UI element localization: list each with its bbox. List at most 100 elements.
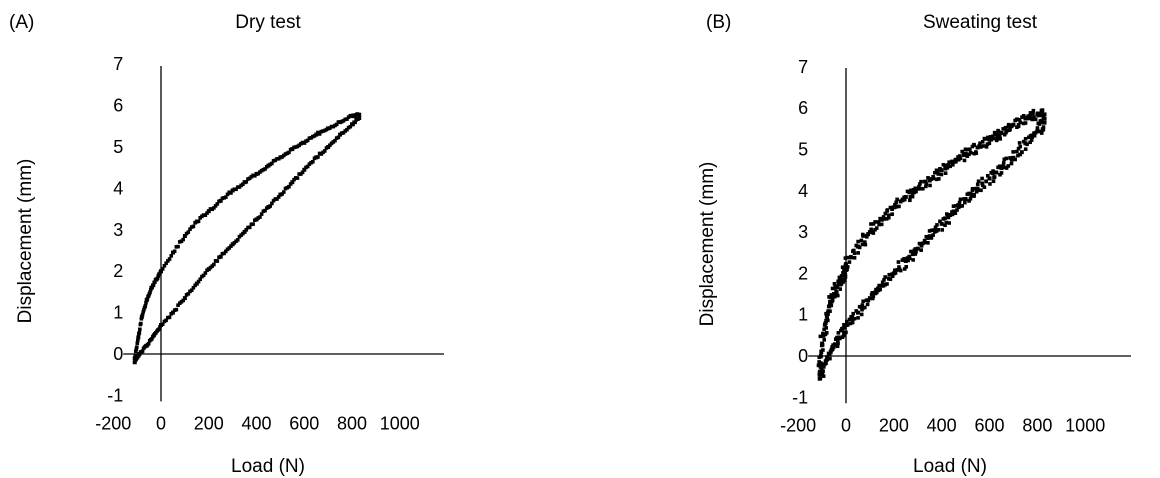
panel-b-y-tick-label: 0 [798,346,808,366]
data-point [288,182,293,186]
data-point [897,267,902,271]
data-point [954,204,958,208]
data-point [932,228,937,232]
data-point [980,140,985,144]
data-point [1041,127,1046,132]
data-point [188,289,192,294]
panel-a-title: Dry test [235,12,301,33]
panel-b-y-tick-label: 1 [798,305,808,325]
data-point [138,327,142,332]
data-point [946,214,950,218]
data-point [956,203,960,207]
data-point [873,291,878,296]
data-point [139,314,144,319]
data-point [897,204,901,209]
data-point [937,177,941,181]
data-point [906,258,910,263]
data-point [206,209,211,214]
data-point [946,163,951,167]
data-point [923,240,927,245]
data-point [213,259,218,263]
data-point [913,252,918,256]
data-point [908,198,912,203]
data-point [903,259,908,264]
data-point [882,217,886,221]
data-point [835,293,840,298]
data-point [885,208,890,212]
data-point [264,206,269,210]
data-point [271,198,276,203]
data-point [857,304,862,309]
data-point [1039,131,1044,135]
data-point [941,162,946,167]
panel-b-y-tick-label: 5 [798,140,808,160]
data-point [1031,108,1036,113]
data-point [845,265,850,269]
panel-b-y-tick-label: 6 [798,98,808,118]
data-point [1016,123,1021,127]
data-point [821,331,825,336]
data-point [184,293,189,297]
panel-b-x-tick-label: -200 [780,415,816,435]
data-point [883,211,888,216]
data-point [965,147,970,152]
data-point [1015,149,1019,154]
data-point [972,194,976,198]
data-point [134,347,139,351]
data-point [869,222,873,226]
data-point [859,238,864,243]
data-point [1015,117,1019,122]
panel-a: (A) Dry test Load (N) Displacement (mm) … [9,12,444,477]
data-point [879,283,884,288]
data-point [832,281,837,286]
data-point [224,195,228,199]
data-point [969,193,974,198]
data-point [907,190,912,195]
data-point [151,283,156,288]
data-point [224,249,228,254]
data-point [933,170,937,175]
panel-b-title: Sweating test [923,12,1038,33]
data-point [994,132,999,137]
data-point [212,206,216,210]
data-point [1019,150,1024,155]
data-point [198,277,203,282]
data-point [1037,122,1042,126]
data-point [830,286,835,291]
data-point [894,200,898,205]
data-point [225,247,230,252]
data-point [985,142,990,146]
data-point [263,167,267,171]
data-point [820,343,825,347]
data-point [1033,117,1038,122]
data-point [830,345,834,349]
data-point [895,268,900,272]
data-point [147,338,152,343]
data-point [945,212,949,216]
data-point [852,251,857,256]
data-point [957,200,962,205]
panel-a-series-unloading [132,116,362,365]
data-point [843,278,847,283]
data-point [141,346,146,351]
data-point [822,338,827,342]
data-point [835,338,840,343]
data-point [182,234,187,239]
data-point [230,242,235,247]
panel-a-x-tick-label: 0 [156,413,166,433]
data-point [883,275,887,279]
data-point [865,302,870,307]
data-point [856,239,860,244]
data-point [841,271,845,275]
data-point [849,315,853,319]
data-point [897,265,901,269]
data-point [848,321,853,326]
data-point [928,183,932,188]
data-point [963,151,968,156]
data-point [819,349,823,354]
data-point [278,192,283,197]
data-point [825,355,829,359]
data-point [229,191,233,195]
data-point [259,212,264,216]
